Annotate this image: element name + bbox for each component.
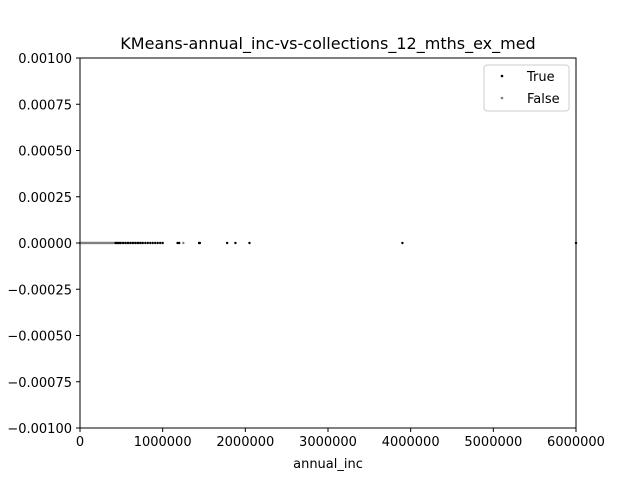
data-point-true	[141, 241, 145, 245]
data-point-true	[178, 241, 181, 245]
data-point-true	[117, 241, 121, 245]
data-point-true	[154, 241, 157, 245]
legend: True False	[483, 64, 570, 112]
legend-marker-true	[500, 74, 504, 78]
x-axis-label: annual_inc	[293, 457, 363, 472]
data-points	[78, 241, 578, 245]
x-tick-label: 0	[76, 435, 84, 450]
data-point-true	[139, 241, 142, 245]
y-tick-label: 0.00050	[18, 145, 72, 160]
x-tick-label: 3000000	[299, 435, 357, 450]
data-point-true	[134, 241, 137, 245]
chart-title: KMeans-annual_inc-vs-collections_12_mths…	[120, 34, 535, 54]
y-tick-label: −0.00050	[7, 330, 72, 345]
x-tick-label: 2000000	[216, 435, 274, 450]
legend-label-false: False	[527, 92, 560, 107]
data-point-true	[119, 241, 122, 245]
data-point-true	[198, 241, 202, 245]
data-point-false	[182, 241, 185, 245]
y-tick-label: 0.00075	[18, 98, 72, 113]
y-axis: 0.00100 0.00075 0.00050 0.00025 0.00000 −0.00…	[7, 52, 80, 437]
y-tick-label: −0.00025	[7, 283, 72, 298]
data-point-true	[131, 241, 135, 245]
data-point-true	[156, 241, 159, 245]
data-point-true	[161, 241, 164, 245]
data-point-false	[111, 241, 115, 245]
legend-label-true: True	[526, 70, 555, 85]
data-point-true	[124, 241, 127, 245]
data-point-true	[149, 241, 152, 245]
x-tick-label: 6000000	[547, 435, 605, 450]
legend-marker-false	[500, 96, 504, 100]
y-tick-label: −0.00075	[7, 376, 72, 391]
data-point-true	[234, 241, 237, 245]
data-point-true	[114, 241, 117, 245]
x-tick-label: 4000000	[382, 435, 440, 450]
x-tick-label: 1000000	[134, 435, 192, 450]
legend-box	[483, 64, 570, 112]
x-axis: 0 1000000 2000000 3000000 4000000 5000000 6000…	[76, 428, 605, 450]
y-tick-label: 0.00100	[18, 52, 72, 67]
data-point-true	[121, 241, 125, 245]
data-point-true	[158, 241, 162, 245]
y-tick-label: −0.00100	[7, 422, 72, 437]
x-tick-label: 5000000	[464, 435, 522, 450]
data-point-true	[248, 241, 251, 245]
y-tick-label: 0.00000	[18, 237, 72, 252]
data-point-true	[129, 241, 132, 245]
y-tick-label: 0.00025	[18, 191, 72, 206]
data-point-true	[144, 241, 147, 245]
data-point-true	[146, 241, 149, 245]
data-point-true	[116, 241, 119, 245]
data-point-true	[126, 241, 130, 245]
data-point-true	[136, 241, 140, 245]
data-point-true	[151, 241, 154, 245]
data-point-true	[176, 241, 179, 245]
data-point-true	[225, 241, 229, 245]
data-point-true	[401, 241, 404, 245]
